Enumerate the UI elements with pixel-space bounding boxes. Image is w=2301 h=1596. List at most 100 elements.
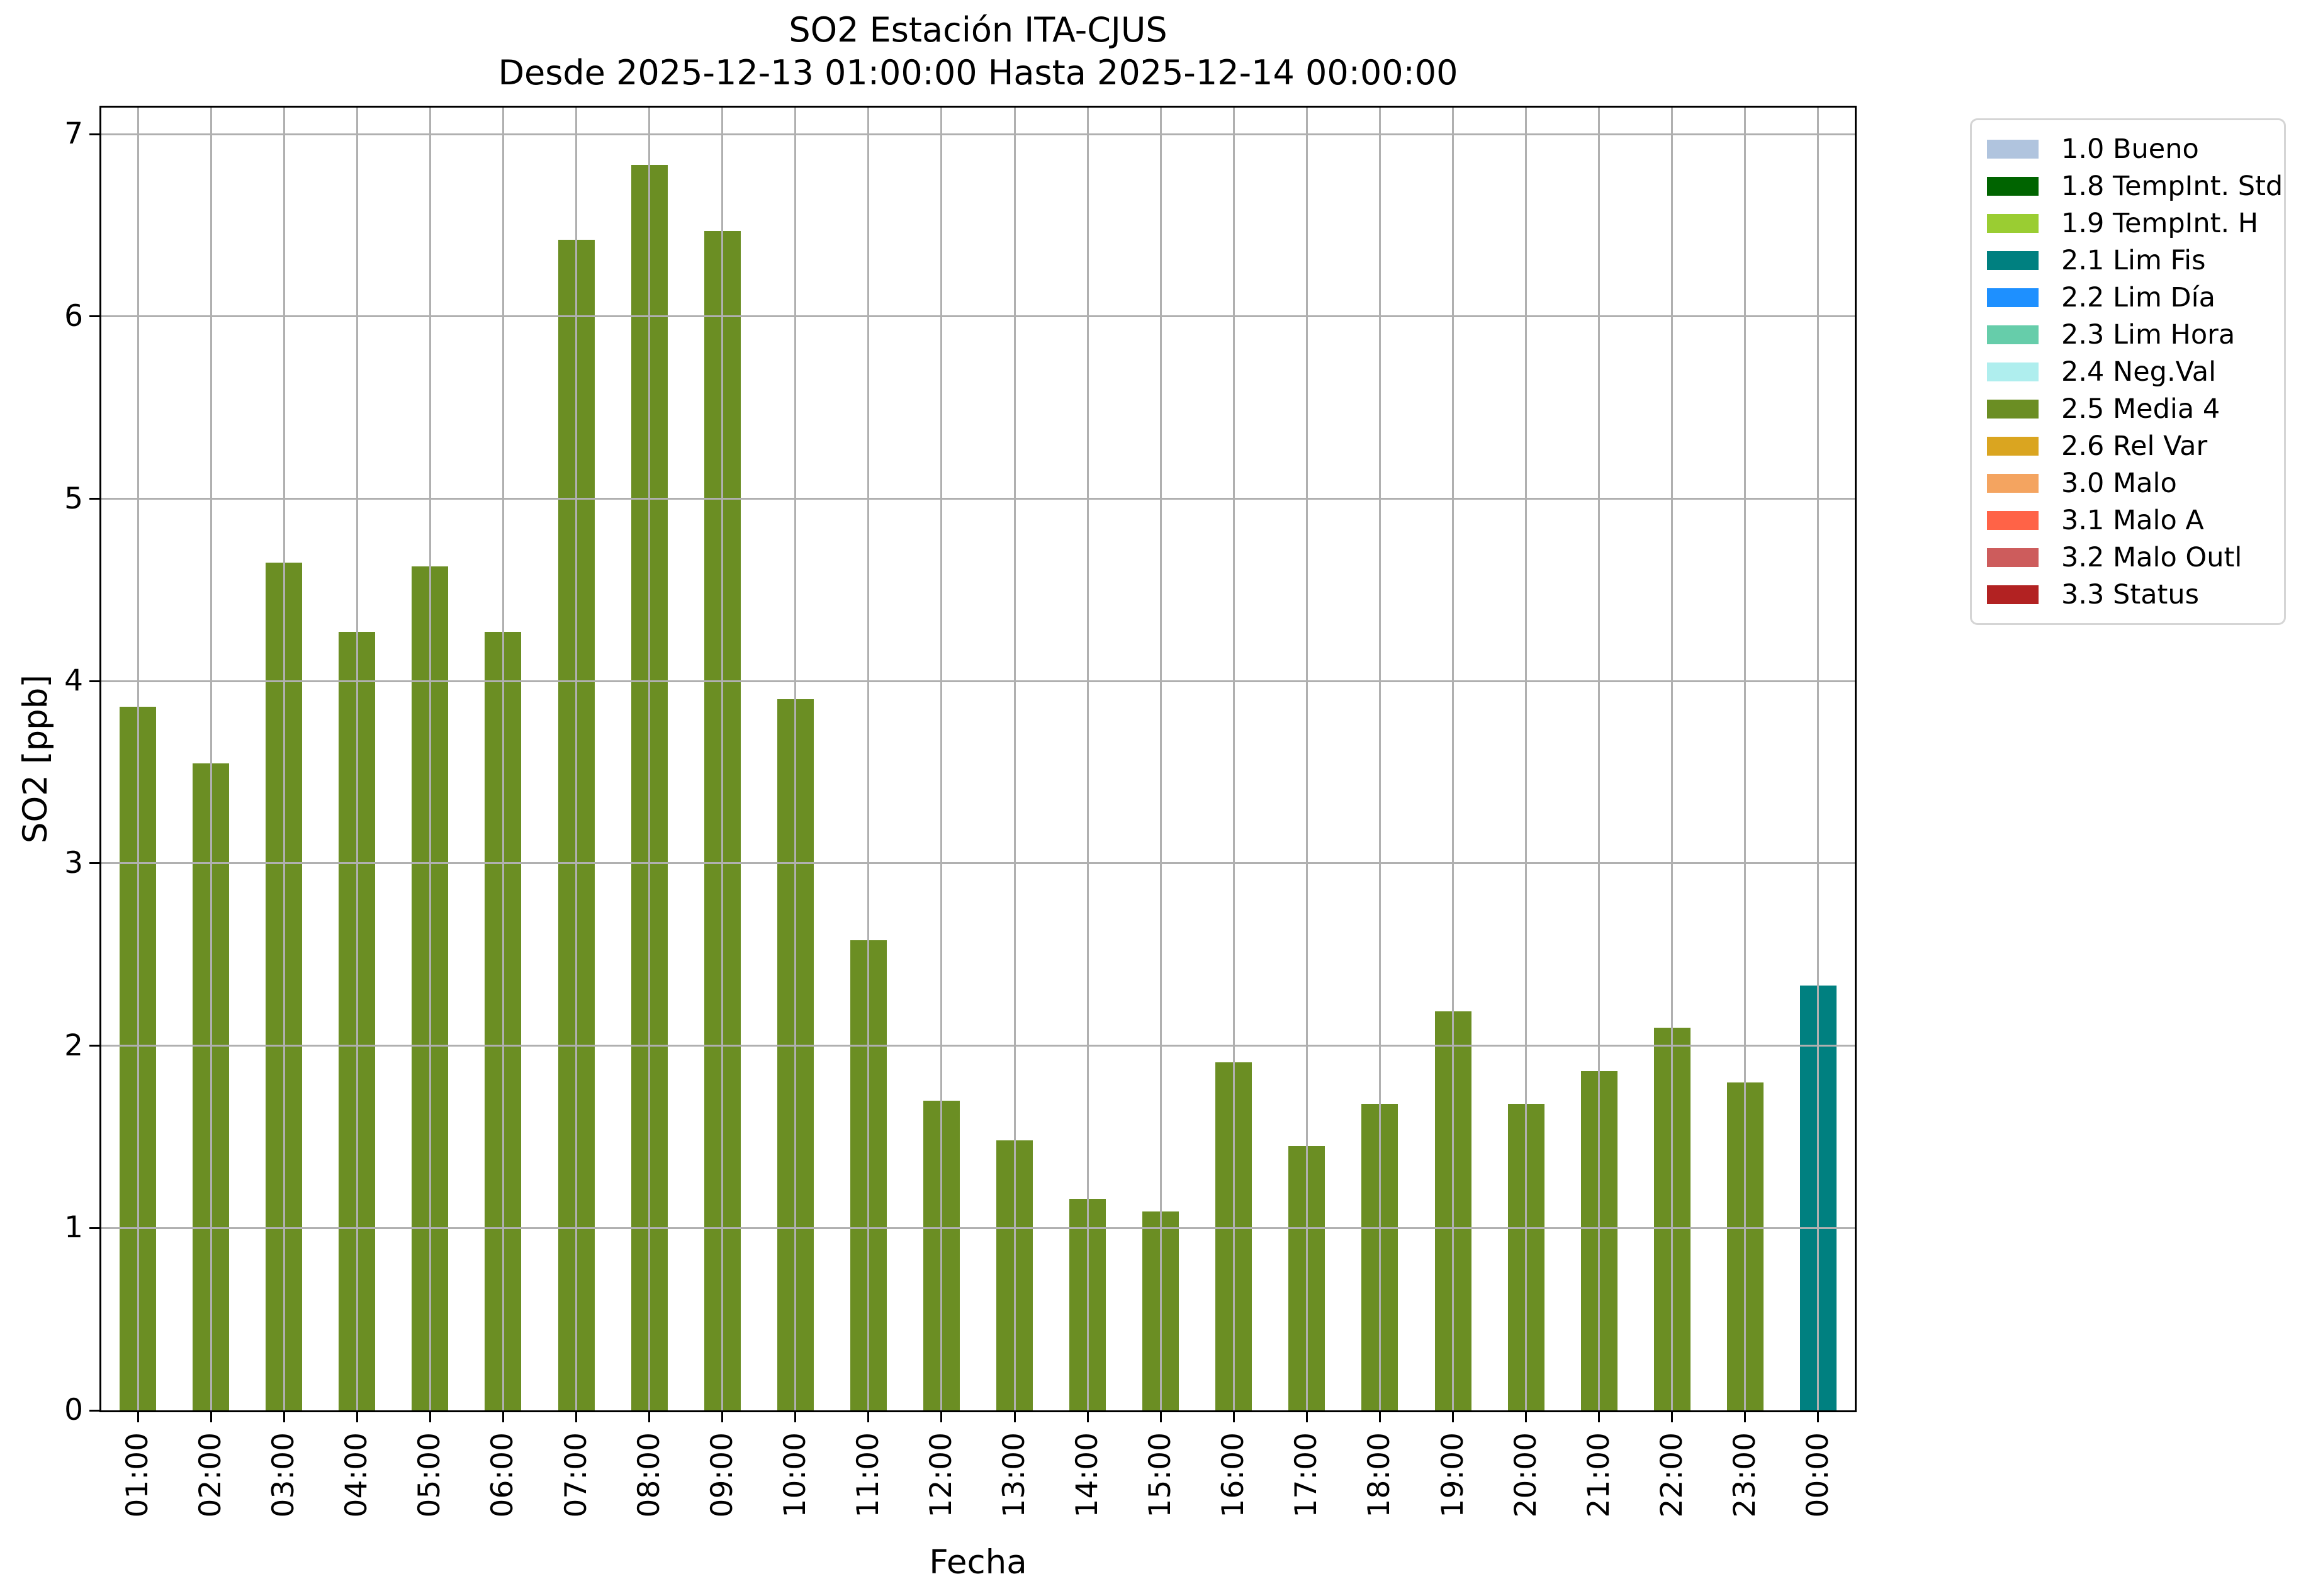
legend-item: 2.3 Lim Hora <box>1987 316 2284 353</box>
x-tick-label: 01:00 <box>120 1432 155 1518</box>
legend-item-label: 2.6 Rel Var <box>2061 430 2208 462</box>
gridline-x-17:00 <box>1305 108 1308 1410</box>
legend-swatch <box>1987 548 2039 567</box>
y-tick-label: 2 <box>64 1028 83 1063</box>
legend-item-label: 3.2 Malo Outl <box>2061 541 2242 573</box>
gridline-x-08:00 <box>648 108 651 1410</box>
x-tick-label: 16:00 <box>1216 1432 1251 1518</box>
gridline-x-09:00 <box>721 108 724 1410</box>
legend-item: 3.0 Malo <box>1987 464 2284 502</box>
y-tick-label: 6 <box>64 298 83 334</box>
x-tick <box>1598 1412 1601 1422</box>
gridline-x-05:00 <box>429 108 431 1410</box>
chart-title-line2: Desde 2025-12-13 01:00:00 Hasta 2025-12-… <box>498 53 1458 93</box>
gridline-x-03:00 <box>283 108 285 1410</box>
x-tick <box>1013 1412 1016 1422</box>
gridline-x-02:00 <box>210 108 212 1410</box>
gridline-y-6 <box>101 315 1855 318</box>
y-tick <box>89 133 99 135</box>
gridline-y-1 <box>101 1227 1855 1229</box>
x-tick <box>137 1412 139 1422</box>
x-tick-label: 08:00 <box>631 1432 667 1518</box>
legend-item-label: 1.8 TempInt. Std <box>2061 170 2283 202</box>
legend-swatch <box>1987 436 2039 456</box>
legend-swatch <box>1987 473 2039 493</box>
y-tick <box>89 315 99 318</box>
legend-item: 2.5 Media 4 <box>1987 390 2284 427</box>
x-tick <box>1305 1412 1308 1422</box>
legend-swatch <box>1987 325 2039 344</box>
gridline-x-22:00 <box>1671 108 1674 1410</box>
x-tick-label: 15:00 <box>1143 1432 1178 1518</box>
x-tick-label: 04:00 <box>339 1432 374 1518</box>
gridline-x-19:00 <box>1452 108 1454 1410</box>
y-tick-label: 3 <box>64 845 83 880</box>
x-tick <box>940 1412 943 1422</box>
gridline-x-06:00 <box>502 108 504 1410</box>
legend-swatch <box>1987 139 2039 159</box>
y-tick <box>89 498 99 500</box>
gridline-x-01:00 <box>137 108 139 1410</box>
legend-swatch <box>1987 250 2039 270</box>
gridline-y-3 <box>101 862 1855 865</box>
x-tick <box>648 1412 651 1422</box>
y-tick <box>89 680 99 682</box>
legend-swatch <box>1987 362 2039 381</box>
legend-swatch <box>1987 288 2039 307</box>
legend-item: 2.1 Lim Fis <box>1987 242 2284 279</box>
legend-item-label: 2.1 Lim Fis <box>2061 244 2206 276</box>
x-tick <box>356 1412 358 1422</box>
x-tick <box>1232 1412 1235 1422</box>
gridline-x-12:00 <box>940 108 943 1410</box>
legend-item: 1.0 Bueno <box>1987 130 2284 167</box>
gridline-x-11:00 <box>867 108 870 1410</box>
legend-item-label: 3.3 Status <box>2061 578 2200 610</box>
legend-item: 3.3 Status <box>1987 576 2284 613</box>
legend-item: 3.1 Malo A <box>1987 502 2284 539</box>
x-tick <box>502 1412 504 1422</box>
x-tick <box>794 1412 797 1422</box>
y-tick-label: 5 <box>64 481 83 516</box>
legend-item: 1.8 TempInt. Std <box>1987 167 2284 205</box>
y-tick-label: 4 <box>64 663 83 699</box>
gridline-x-18:00 <box>1378 108 1381 1410</box>
gridline-x-23:00 <box>1744 108 1747 1410</box>
x-tick <box>1817 1412 1820 1422</box>
x-tick <box>1452 1412 1454 1422</box>
x-tick <box>1671 1412 1674 1422</box>
x-tick-label: 23:00 <box>1727 1432 1762 1518</box>
legend-swatch <box>1987 176 2039 196</box>
x-tick-label: 18:00 <box>1362 1432 1397 1518</box>
gridline-y-2 <box>101 1045 1855 1047</box>
y-tick <box>89 862 99 865</box>
x-tick-label: 17:00 <box>1289 1432 1324 1518</box>
gridline-x-15:00 <box>1159 108 1162 1410</box>
x-tick-label: 09:00 <box>704 1432 740 1518</box>
x-tick <box>1744 1412 1747 1422</box>
x-tick-label: 05:00 <box>412 1432 447 1518</box>
gridline-x-10:00 <box>794 108 797 1410</box>
x-tick <box>1378 1412 1381 1422</box>
legend-item: 2.4 Neg.Val <box>1987 353 2284 390</box>
y-tick-label: 0 <box>64 1393 83 1427</box>
legend-item: 1.9 TempInt. H <box>1987 205 2284 242</box>
legend-swatch <box>1987 213 2039 233</box>
x-axis-label: Fecha <box>929 1543 1027 1582</box>
y-tick-label: 1 <box>64 1210 83 1245</box>
gridline-x-14:00 <box>1086 108 1089 1410</box>
chart-title: SO2 Estación ITA-CJUS Desde 2025-12-13 0… <box>99 9 1857 94</box>
x-axis: 01:00 02:00 03:00 04:00 05:00 06:00 07:00 08:00… <box>99 1412 1857 1582</box>
gridline-y-7 <box>101 133 1855 135</box>
gridline-x-00:00 <box>1817 108 1820 1410</box>
legend-item-label: 2.2 Lim Día <box>2061 281 2215 313</box>
y-tick-label: 7 <box>64 116 83 152</box>
x-tick-label: 13:00 <box>997 1432 1032 1518</box>
x-tick <box>721 1412 724 1422</box>
x-tick-label: 14:00 <box>1070 1432 1105 1518</box>
y-tick <box>89 1409 99 1412</box>
x-tick <box>283 1412 285 1422</box>
x-tick-label: 03:00 <box>266 1432 301 1518</box>
gridline-x-21:00 <box>1598 108 1601 1410</box>
legend-item-label: 1.0 Bueno <box>2061 133 2199 165</box>
x-tick-label: 07:00 <box>558 1432 594 1518</box>
